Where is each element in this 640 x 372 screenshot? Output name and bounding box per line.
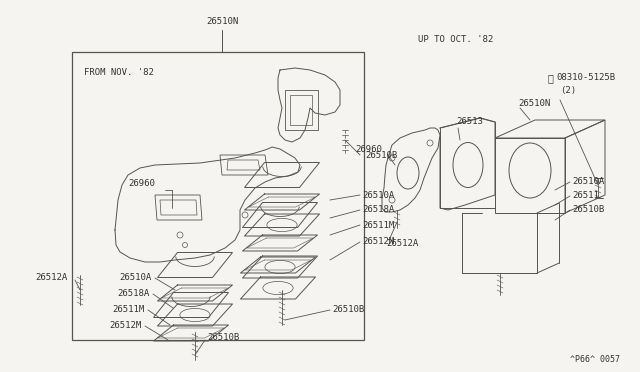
Text: 26512M: 26512M	[362, 237, 394, 247]
Text: 26510A: 26510A	[572, 177, 604, 186]
Text: 26511M: 26511M	[362, 221, 394, 230]
Text: 26512A: 26512A	[36, 273, 68, 282]
Text: 26511M: 26511M	[113, 305, 145, 314]
Text: 26512M: 26512M	[109, 321, 142, 330]
Text: 26510B: 26510B	[332, 305, 364, 314]
Text: 26511: 26511	[572, 192, 599, 201]
Text: FROM NOV. '82: FROM NOV. '82	[84, 68, 154, 77]
Text: 26960: 26960	[355, 145, 382, 154]
Text: Ⓢ: Ⓢ	[548, 73, 554, 83]
Text: 08310-5125B: 08310-5125B	[556, 74, 615, 83]
Text: 26510B: 26510B	[207, 334, 239, 343]
Text: UP TO OCT. '82: UP TO OCT. '82	[418, 35, 493, 45]
Text: 26518A: 26518A	[118, 289, 150, 298]
Text: 26513: 26513	[456, 118, 483, 126]
Text: 26510A: 26510A	[362, 190, 394, 199]
Text: 26510B: 26510B	[572, 205, 604, 215]
Text: 26510B: 26510B	[365, 151, 397, 160]
Text: 26510A: 26510A	[120, 273, 152, 282]
Text: 26510N: 26510N	[518, 99, 550, 108]
Text: 26510N: 26510N	[206, 17, 238, 26]
Text: (2): (2)	[560, 86, 576, 94]
Text: 26512A: 26512A	[386, 240, 419, 248]
Text: ^P66^ 0057: ^P66^ 0057	[570, 356, 620, 365]
Text: 26960: 26960	[128, 179, 155, 187]
Text: 26518A: 26518A	[362, 205, 394, 215]
